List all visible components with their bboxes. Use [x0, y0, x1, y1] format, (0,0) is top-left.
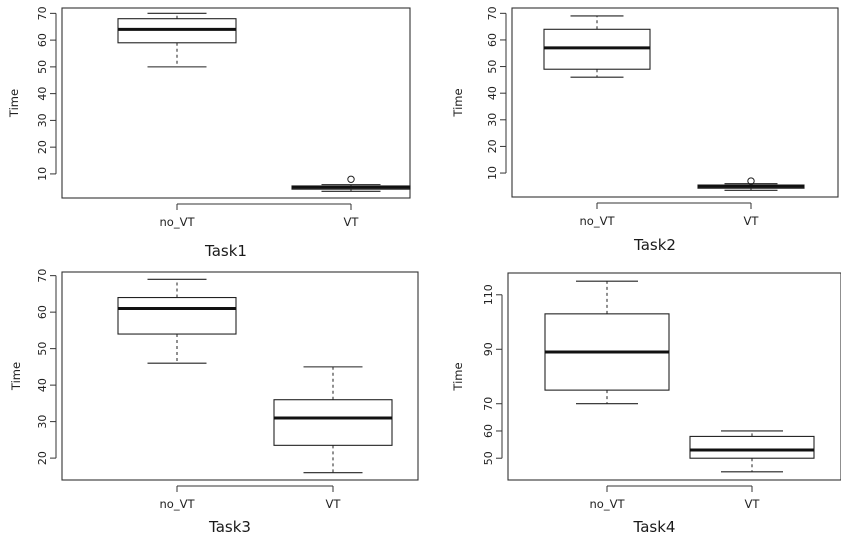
box-vt	[689, 430, 815, 473]
y-tick-label: 50	[36, 342, 49, 356]
x-category-label: no_VT	[590, 497, 626, 511]
y-tick-label: 40	[36, 378, 49, 392]
panel-title: Task4	[633, 518, 676, 536]
y-tick-label: 50	[486, 60, 499, 74]
y-tick-label: 60	[36, 305, 49, 319]
plot-frame	[511, 7, 839, 198]
y-tick-label: 20	[486, 139, 499, 153]
y-tick-label: 60	[486, 33, 499, 47]
outlier-point	[747, 177, 755, 185]
box-no-vt	[117, 278, 237, 364]
y-tick-label: 70	[36, 269, 49, 283]
y-tick-label: 10	[36, 167, 49, 181]
iqr-box	[689, 435, 815, 459]
x-category-label: VT	[326, 497, 342, 511]
y-axis-title: Time	[451, 362, 465, 391]
y-tick-label: 50	[482, 451, 495, 465]
box-no-vt	[543, 15, 651, 78]
box-vt	[291, 175, 411, 192]
y-tick-label: 70	[486, 6, 499, 20]
x-category-label: no_VT	[160, 215, 196, 229]
y-axis-title: Time	[451, 88, 465, 117]
y-axis-title: Time	[7, 89, 21, 118]
y-tick-label: 40	[486, 86, 499, 100]
y-tick-label: 10	[486, 166, 499, 180]
y-tick-label: 70	[36, 6, 49, 20]
y-tick-label: 40	[36, 87, 49, 101]
box-no-vt	[544, 280, 670, 405]
x-category-label: no_VT	[160, 497, 196, 511]
y-tick-label: 30	[36, 113, 49, 127]
panel-task3: 20 30 40 50 60 70 Time no_VT VT Task3	[9, 269, 419, 536]
x-category-label: VT	[745, 497, 761, 511]
y-tick-label: 60	[482, 424, 495, 438]
box-no-vt	[117, 12, 237, 68]
y-tick-label: 20	[36, 451, 49, 465]
panel-task1: 10 20 30 40 50 60 70 Time no_VT VT Task1	[7, 6, 411, 260]
y-tick-label: 70	[482, 397, 495, 411]
y-tick-label: 50	[36, 60, 49, 74]
y-axis-title: Time	[9, 362, 23, 391]
outlier-point	[347, 175, 355, 183]
y-tick-label: 20	[36, 140, 49, 154]
box-vt	[273, 366, 393, 474]
iqr-box	[273, 399, 393, 446]
y-tick-label: 30	[36, 415, 49, 429]
plot-frame	[507, 272, 841, 481]
y-tick-label: 60	[36, 33, 49, 47]
y-tick-label: 90	[482, 342, 495, 356]
y-tick-label: 30	[486, 113, 499, 127]
x-category-label: no_VT	[580, 214, 616, 228]
panel-title: Task2	[633, 236, 676, 254]
x-category-label: VT	[744, 214, 760, 228]
panel-task4: 50 60 70 90 110 Time no_VT VT Task4	[451, 272, 841, 536]
panel-title: Task1	[204, 242, 247, 260]
y-tick-label: 110	[482, 284, 495, 305]
box-vt	[697, 177, 805, 191]
panel-task2: 10 20 30 40 50 60 70 Time no_VT VT Task2	[451, 6, 839, 254]
panel-title: Task3	[208, 518, 251, 536]
plot-frame	[61, 7, 411, 199]
x-category-label: VT	[344, 215, 360, 229]
plot-frame	[61, 271, 419, 481]
iqr-box	[117, 296, 237, 335]
